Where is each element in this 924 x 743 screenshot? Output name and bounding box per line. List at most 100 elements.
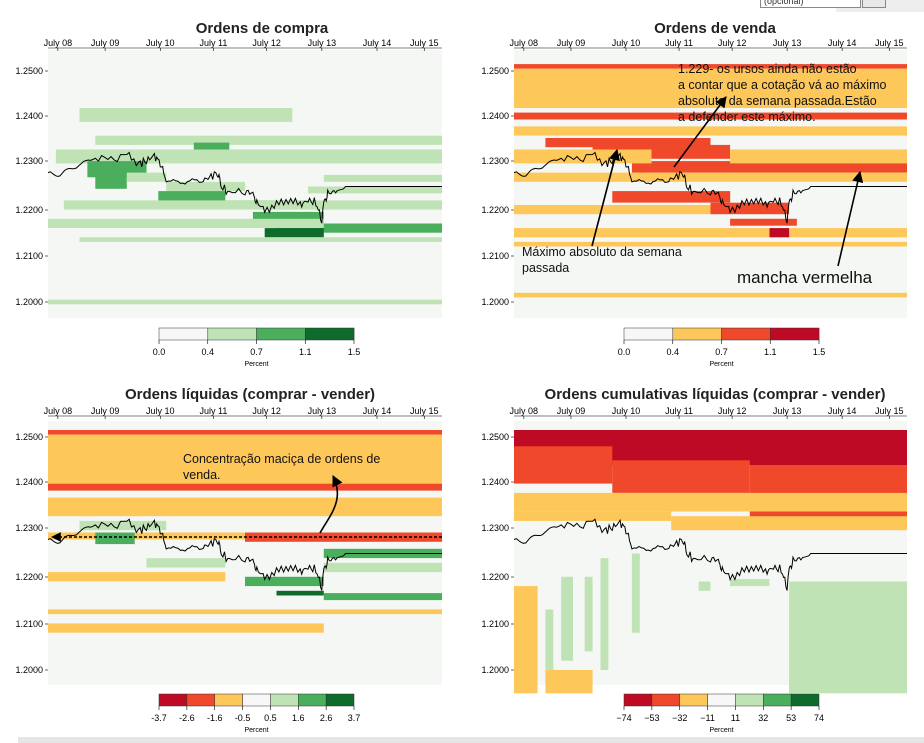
heat-cell — [48, 623, 324, 633]
y-tick-label: 1.2200 — [15, 205, 43, 215]
legend-swatch — [256, 327, 306, 341]
heat-cell — [545, 138, 711, 148]
x-tick-label: July 11 — [200, 406, 228, 416]
legend-break: 0.4 — [201, 347, 214, 357]
heat-cell — [48, 609, 442, 615]
x-tick-label: July 08 — [44, 406, 73, 416]
x-tick-label: July 10 — [612, 406, 641, 416]
heat-cell — [789, 581, 907, 694]
y-tick-label: 1.2300 — [481, 523, 509, 533]
heat-cell — [514, 511, 672, 521]
x-tick-label: July 11 — [665, 38, 693, 48]
heat-cell — [193, 142, 230, 150]
annotation-arrow — [673, 96, 727, 168]
x-tick-label: July 12 — [252, 406, 281, 416]
chart-title: Ordens líquidas (comprar - vender) — [125, 386, 375, 403]
x-tick-label: July 14 — [363, 406, 392, 416]
legend-break: 1.1 — [764, 347, 777, 357]
annotation-text: mancha vermelha — [737, 268, 873, 287]
legend-break: -3.7 — [151, 713, 167, 723]
x-tick-label: July 10 — [146, 38, 175, 48]
legend-break: 0.5 — [264, 713, 277, 723]
heat-cell — [48, 430, 442, 435]
heat-cell — [514, 172, 907, 182]
legend-break: 53 — [786, 713, 796, 723]
annotation-text: Máximo absoluto da semana — [522, 245, 682, 259]
heat-cell — [48, 532, 245, 540]
heat-cell — [730, 149, 907, 164]
legend-break: 32 — [758, 713, 768, 723]
legend-swatch — [158, 327, 209, 341]
legend-break: -0.5 — [235, 713, 251, 723]
y-tick-label: 1.2400 — [15, 477, 43, 487]
chart-panel-2: Ordens de venda July 08 July 09 July 10 July… — [481, 20, 907, 368]
y-tick-label: 1.2000 — [481, 297, 509, 307]
legend-break: 74 — [814, 713, 824, 723]
legend-swatch — [186, 693, 216, 707]
legend-break: 1.5 — [813, 347, 826, 357]
heat-cell — [514, 205, 711, 215]
x-tick-label: July 14 — [828, 406, 857, 416]
price-line — [513, 151, 907, 224]
chart-panel-3: Ordens líquidas (comprar - vender) July 0… — [15, 386, 442, 734]
legend-label: Percent — [244, 361, 268, 368]
y-tick-label: 1.2300 — [15, 523, 43, 533]
y-tick-label: 1.2100 — [15, 251, 43, 261]
y-tick-label: 1.2400 — [481, 477, 509, 487]
legend-break: 0.7 — [250, 347, 263, 357]
y-tick-label: 1.2200 — [481, 572, 509, 582]
x-tick-label: July 15 — [410, 38, 439, 48]
legend-swatch — [679, 693, 708, 707]
legend-label: Percent — [244, 727, 268, 734]
legend-break: 0.0 — [153, 347, 166, 357]
legend-swatch — [721, 327, 771, 341]
legend-swatch — [763, 693, 792, 707]
legend-swatch — [158, 693, 188, 707]
y-tick-label: 1.2400 — [15, 111, 43, 121]
legend-break: −32 — [672, 713, 687, 723]
annotation-text: passada — [522, 261, 569, 275]
x-tick-label: July 10 — [146, 406, 175, 416]
heat-cell — [631, 553, 640, 633]
legend-swatch — [214, 693, 243, 707]
heat-cell — [514, 492, 907, 512]
legend-break: −53 — [644, 713, 659, 723]
legend-swatch — [790, 693, 820, 707]
go-button[interactable] — [862, 0, 886, 8]
optional-input[interactable]: (opcional) — [760, 0, 861, 8]
heat-cell — [48, 465, 442, 484]
legend-break: −74 — [616, 713, 631, 723]
heat-cell — [514, 292, 907, 298]
legend-swatch — [325, 693, 355, 707]
y-tick-label: 1.2000 — [15, 297, 43, 307]
heat-cell — [308, 186, 442, 194]
annotation-text: Concentração maciça de ordens de — [183, 452, 380, 466]
legend-swatch — [707, 693, 736, 707]
legend-swatch — [651, 693, 681, 707]
heat-cell — [48, 299, 442, 305]
heat-cell — [48, 483, 442, 491]
heat-cell — [323, 174, 442, 182]
heat-cell — [600, 558, 609, 670]
legend-break: 2.6 — [320, 713, 333, 723]
heat-cell — [158, 191, 226, 203]
legend-swatch — [207, 327, 257, 341]
heat-cell — [514, 84, 907, 108]
legend-label: Percent — [709, 361, 733, 368]
heat-cell — [166, 181, 245, 192]
heat-cell — [276, 223, 442, 233]
y-tick-label: 1.2500 — [481, 432, 509, 442]
y-tick-label: 1.2200 — [15, 572, 43, 582]
heat-cell — [95, 135, 443, 145]
heat-cell — [95, 168, 127, 189]
price-line — [47, 518, 442, 591]
x-tick-label: July 09 — [557, 406, 586, 416]
x-tick-label: July 15 — [875, 406, 904, 416]
x-tick-label: July 11 — [665, 406, 693, 416]
heat-cell — [95, 532, 135, 545]
annotation-arrow — [837, 170, 864, 267]
x-tick-label: July 09 — [557, 38, 586, 48]
x-tick-label: July 08 — [510, 406, 539, 416]
x-tick-label: July 13 — [308, 38, 337, 48]
heat-cell — [245, 532, 442, 542]
